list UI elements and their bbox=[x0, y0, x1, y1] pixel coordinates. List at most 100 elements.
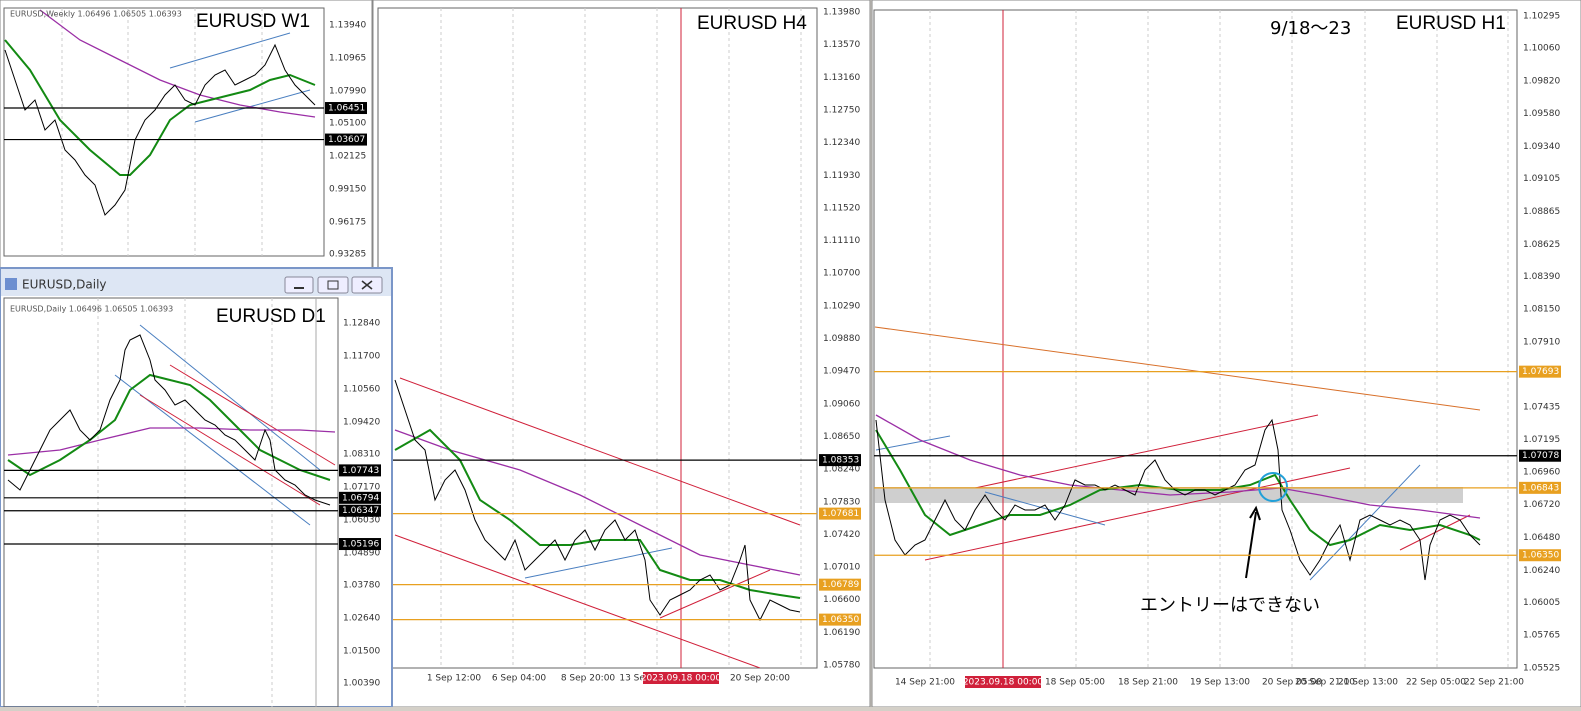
price-axis-label: 1.07170 bbox=[343, 482, 380, 492]
price-tag-label: 1.06843 bbox=[1522, 483, 1559, 493]
price-axis-label: 1.06600 bbox=[823, 595, 860, 605]
chart-line bbox=[394, 429, 801, 576]
price-axis-label: 1.08625 bbox=[1523, 240, 1560, 250]
price-axis-label: 1.09060 bbox=[823, 399, 860, 409]
chart-line bbox=[169, 32, 291, 69]
price-axis-label: 1.06005 bbox=[1523, 598, 1560, 608]
date-note: 9/18～23 bbox=[1270, 18, 1351, 39]
plot-frame bbox=[3, 7, 325, 257]
price-tag-label: 1.07078 bbox=[1522, 451, 1559, 461]
chart-line bbox=[7, 427, 336, 456]
price-axis-label: 1.01500 bbox=[343, 646, 380, 656]
price-axis-label: 1.07195 bbox=[1523, 435, 1560, 445]
price-tag-label: 1.06347 bbox=[342, 506, 379, 516]
window-title: EURUSD,Daily bbox=[22, 278, 107, 292]
group bbox=[97, 298, 273, 707]
price-axis-label: 1.09105 bbox=[1523, 174, 1560, 184]
price-tag-label: 1.06451 bbox=[328, 104, 365, 114]
chart-line bbox=[1245, 511, 1257, 579]
price-axis-label: 1.08865 bbox=[1523, 207, 1560, 217]
price-tag-label: 1.07693 bbox=[1522, 367, 1559, 377]
chart-line bbox=[394, 379, 801, 622]
time-axis-label: 2023.09.18 00:00 bbox=[963, 678, 1044, 688]
time-axis-label: 22 Sep 05:00 bbox=[1406, 678, 1466, 688]
time-axis-label: 2023.09.18 00:00 bbox=[641, 674, 722, 684]
price-tag-label: 1.06350 bbox=[1522, 551, 1559, 561]
price-axis-label: 1.07910 bbox=[1523, 338, 1560, 348]
time-marker bbox=[643, 672, 719, 684]
time-axis-label: 1 Sep 12:00 bbox=[427, 674, 482, 684]
price-tag bbox=[1519, 449, 1561, 462]
price-axis-label: 1.09880 bbox=[823, 334, 860, 344]
price-tag-label: 1.07743 bbox=[342, 466, 379, 476]
chart-line bbox=[39, 9, 316, 118]
price-axis-label: 1.05525 bbox=[1523, 664, 1560, 674]
price-axis-label: 1.10560 bbox=[343, 384, 380, 394]
price-tag bbox=[1519, 365, 1561, 378]
price-tag bbox=[819, 578, 861, 591]
chart-line bbox=[394, 534, 761, 668]
price-axis-label: 0.96175 bbox=[329, 217, 366, 227]
h4-window: EURUSD H4 1.13980 1.13570 1.13160 1.12750 1.… bbox=[372, 0, 871, 708]
price-axis-label: 1.06030 bbox=[343, 515, 380, 525]
weekly-window: EURUSD,Weekly 1.06496 1.06505 1.06393 EU… bbox=[0, 0, 373, 269]
price-axis-label: 1.12750 bbox=[823, 105, 860, 115]
price-tag bbox=[819, 507, 861, 520]
maximize-button[interactable] bbox=[317, 276, 349, 294]
price-axis-label: 1.13940 bbox=[329, 21, 366, 31]
price-axis-label: 1.07830 bbox=[823, 497, 860, 507]
price-axis-label: 1.09420 bbox=[343, 417, 380, 427]
price-axis-label: 1.08150 bbox=[1523, 305, 1560, 315]
price-axis-label: 0.99150 bbox=[329, 184, 366, 194]
price-axis-label: 1.08390 bbox=[1523, 272, 1560, 282]
chart-line bbox=[1258, 472, 1288, 502]
symbol-info: EURUSD,Daily 1.06496 1.06505 1.06393 bbox=[10, 305, 173, 314]
price-axis-label: 1.12840 bbox=[343, 319, 380, 329]
price-axis-label: 1.07420 bbox=[823, 530, 860, 540]
chart-line bbox=[1249, 505, 1261, 521]
price-axis-label: 1.06240 bbox=[1523, 566, 1560, 576]
chart-line bbox=[974, 414, 1319, 489]
plot bbox=[7, 298, 336, 707]
time-axis-label: 18 Sep 21:00 bbox=[1118, 678, 1178, 688]
price-tag-label: 1.06794 bbox=[342, 493, 379, 503]
time-axis-label: 20 Sep 05:00 bbox=[1262, 678, 1322, 688]
price-axis-label: 1.06720 bbox=[1523, 500, 1560, 510]
price-axis-label: 1.11930 bbox=[823, 171, 860, 181]
chart-label: EURUSD D1 bbox=[216, 306, 326, 327]
price-axis-label: 1.09340 bbox=[1523, 142, 1560, 152]
chart-label: EURUSD H4 bbox=[697, 13, 807, 34]
price-tag bbox=[339, 504, 381, 517]
time-axis-label: 14 Sep 21:00 bbox=[895, 678, 955, 688]
price-axis-label: 1.10700 bbox=[823, 269, 860, 279]
price-axis-label: 1.09820 bbox=[1523, 76, 1560, 86]
daily-window: EURUSD,Daily EURUSD,Daily 1.06496 1.0650… bbox=[0, 267, 393, 708]
minimize-button[interactable] bbox=[284, 276, 314, 294]
price-axis-label: 1.06960 bbox=[1523, 467, 1560, 477]
group bbox=[440, 8, 802, 668]
price-axis-label: 1.06190 bbox=[823, 628, 860, 638]
price-axis-label: 1.10060 bbox=[1523, 44, 1560, 54]
chart-line bbox=[874, 326, 1481, 411]
price-axis-label: 1.03780 bbox=[343, 580, 380, 590]
price-axis-label: 1.07010 bbox=[823, 563, 860, 573]
price-axis-label: 1.07435 bbox=[1523, 402, 1560, 412]
price-axis-label: 1.10295 bbox=[1523, 12, 1560, 22]
price-tag-label: 1.07681 bbox=[822, 509, 859, 519]
price-axis-label: 1.05100 bbox=[329, 119, 366, 129]
window-bg bbox=[0, 0, 373, 269]
price-axis-label: 1.00390 bbox=[343, 679, 380, 689]
chart-line bbox=[139, 394, 321, 506]
chart-line bbox=[875, 414, 1481, 519]
price-axis-label: 1.08240 bbox=[823, 465, 860, 475]
price-axis-label: 1.05780 bbox=[823, 661, 860, 671]
plot bbox=[874, 10, 1509, 668]
window-bg bbox=[0, 267, 393, 708]
price-tag bbox=[339, 464, 381, 477]
price-tag bbox=[325, 102, 367, 115]
time-axis-label: 13 Sep bbox=[619, 674, 651, 684]
chart-line bbox=[399, 377, 801, 526]
window-icon bbox=[5, 278, 17, 290]
